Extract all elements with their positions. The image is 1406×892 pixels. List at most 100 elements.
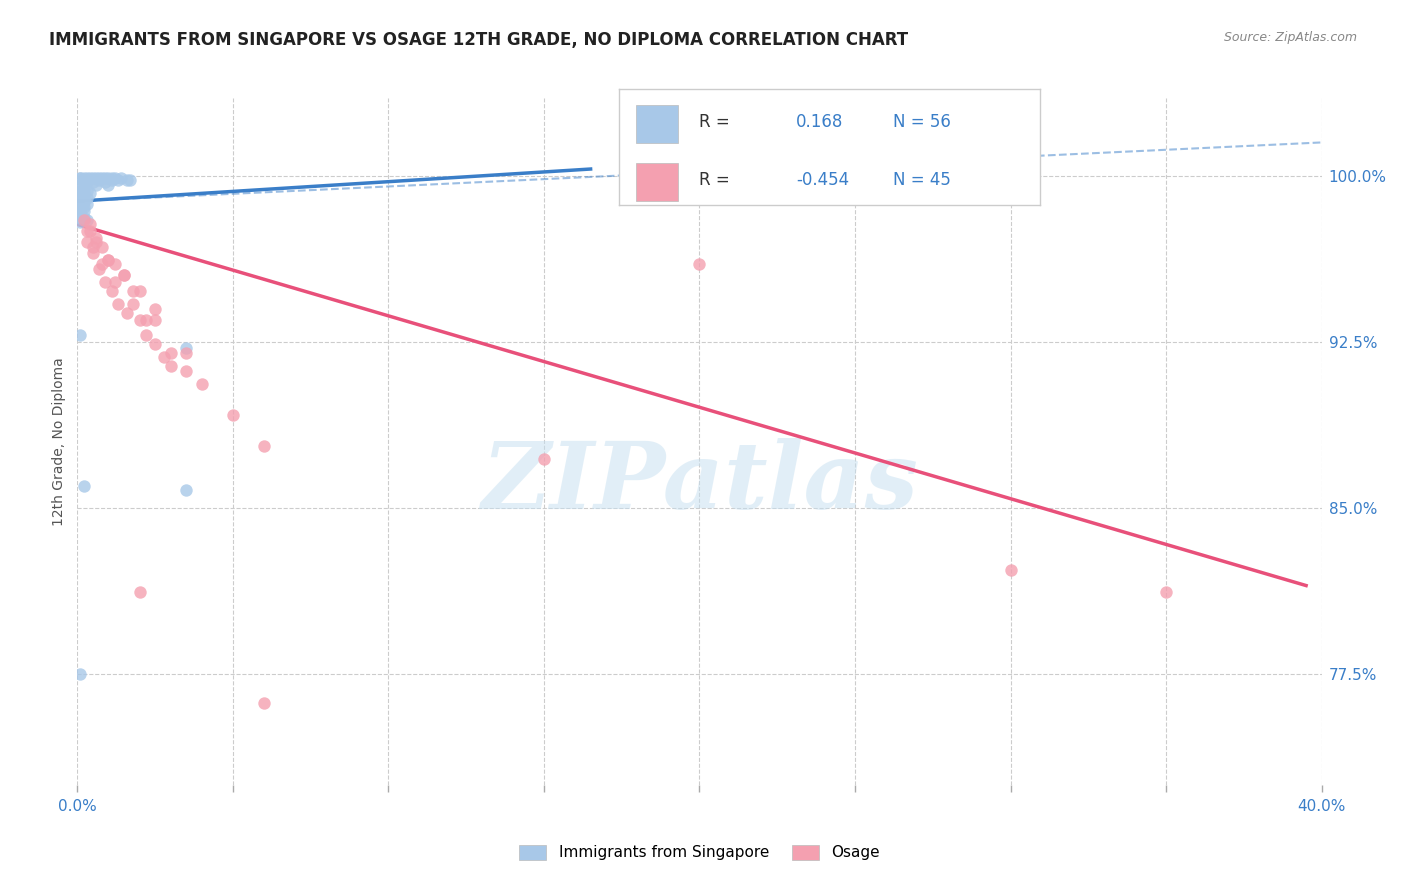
Point [72, 204, 94, 219]
Text: N = 45: N = 45 [893, 170, 950, 188]
Point [174, 483, 197, 498]
Point [69, 211, 91, 225]
Point [72, 200, 94, 214]
Point [100, 170, 122, 185]
Point [69, 204, 91, 219]
Point [91, 239, 114, 253]
Point [76, 184, 98, 198]
Point [72, 188, 94, 202]
Point [72, 182, 94, 196]
Legend: Immigrants from Singapore, Osage: Immigrants from Singapore, Osage [513, 838, 886, 867]
Point [84, 170, 107, 185]
Point [104, 257, 127, 271]
Point [222, 408, 245, 422]
Point [91, 257, 114, 271]
Point [69, 188, 91, 202]
Point [69, 215, 91, 229]
Text: R =: R = [699, 170, 730, 188]
Point [69, 197, 91, 211]
Text: R =: R = [699, 112, 730, 130]
Point [79, 224, 101, 238]
Point [76, 224, 98, 238]
Y-axis label: 12th Grade, No Diploma: 12th Grade, No Diploma [52, 357, 66, 526]
Point [87, 261, 110, 276]
Point [122, 297, 145, 311]
Point [76, 197, 98, 211]
Point [100, 173, 122, 187]
Point [79, 218, 101, 232]
Point [69, 202, 91, 216]
Point [104, 275, 127, 289]
Point [153, 351, 176, 365]
Point [253, 696, 276, 710]
Point [115, 306, 138, 320]
Point [253, 439, 276, 453]
Point [107, 297, 129, 311]
Point [122, 284, 145, 298]
Point [76, 191, 98, 205]
Point [84, 235, 107, 249]
Point [1000, 563, 1022, 577]
Point [1154, 585, 1177, 599]
Point [69, 191, 91, 205]
Point [76, 213, 98, 227]
Text: 0.168: 0.168 [796, 112, 844, 130]
FancyBboxPatch shape [636, 105, 678, 143]
Text: ZIPatlas: ZIPatlas [481, 438, 918, 528]
Text: Source: ZipAtlas.com: Source: ZipAtlas.com [1223, 31, 1357, 45]
Point [84, 178, 107, 192]
Point [82, 239, 104, 253]
Point [100, 284, 122, 298]
Point [94, 170, 117, 185]
Point [533, 452, 555, 467]
Point [97, 252, 120, 267]
Point [72, 186, 94, 201]
Point [112, 268, 135, 283]
Point [72, 211, 94, 225]
Point [72, 479, 94, 493]
Point [69, 206, 91, 220]
Point [110, 170, 132, 185]
Point [72, 213, 94, 227]
Point [104, 170, 127, 185]
Point [135, 312, 157, 326]
Point [79, 186, 101, 201]
Point [76, 170, 98, 185]
Point [191, 376, 214, 391]
Point [143, 301, 166, 316]
Point [97, 178, 120, 192]
Point [128, 284, 150, 298]
Point [72, 175, 94, 189]
Point [97, 170, 120, 185]
Point [76, 175, 98, 189]
Point [76, 235, 98, 249]
Point [128, 585, 150, 599]
Point [159, 346, 181, 360]
Point [87, 173, 110, 187]
Point [112, 268, 135, 283]
Point [128, 312, 150, 326]
Point [69, 178, 91, 192]
Point [91, 170, 114, 185]
Point [159, 359, 181, 374]
Point [174, 364, 197, 378]
Point [84, 230, 107, 244]
Point [87, 170, 110, 185]
Point [69, 667, 91, 681]
Point [107, 173, 129, 187]
Point [72, 193, 94, 207]
Point [143, 312, 166, 326]
Point [135, 328, 157, 343]
Point [174, 346, 197, 360]
FancyBboxPatch shape [636, 163, 678, 201]
Text: N = 56: N = 56 [893, 112, 950, 130]
Point [72, 170, 94, 185]
Point [82, 246, 104, 260]
Text: IMMIGRANTS FROM SINGAPORE VS OSAGE 12TH GRADE, NO DIPLOMA CORRELATION CHART: IMMIGRANTS FROM SINGAPORE VS OSAGE 12TH … [49, 31, 908, 49]
Point [115, 173, 138, 187]
Point [94, 175, 117, 189]
Point [69, 170, 91, 185]
Point [689, 257, 711, 271]
Point [97, 252, 120, 267]
Point [120, 173, 142, 187]
